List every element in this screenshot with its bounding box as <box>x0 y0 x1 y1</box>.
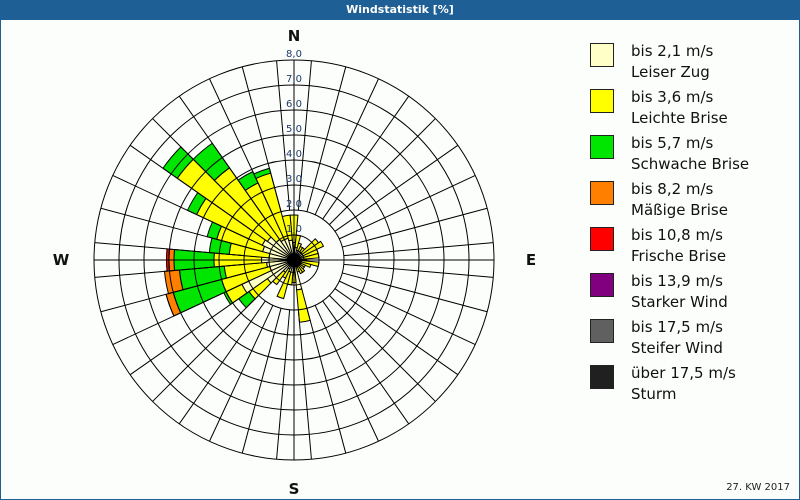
grid-spoke <box>343 242 494 257</box>
window-title: Windstatistik [%] <box>0 0 800 20</box>
radial-tick-label: 2,0 <box>286 199 302 210</box>
legend-item: bis 8,2 m/s Mäßige Brise <box>590 179 790 225</box>
grid-spoke <box>342 272 488 313</box>
grid-spoke <box>129 144 254 232</box>
legend-label: bis 5,7 m/s Schwache Brise <box>631 134 750 173</box>
legend-swatch <box>590 135 614 159</box>
center-hub <box>287 253 301 267</box>
grid-spoke <box>342 207 488 248</box>
legend-swatch <box>590 273 614 297</box>
legend-swatch <box>590 43 614 67</box>
grid-spoke <box>343 263 494 278</box>
grid-spoke <box>178 95 266 220</box>
radial-tick-label: 7,0 <box>286 74 302 85</box>
grid-spoke <box>322 300 410 425</box>
grid-spoke <box>241 66 282 212</box>
legend-item: bis 10,8 m/s Frische Brise <box>590 225 790 271</box>
wind-sector-bar <box>301 240 325 257</box>
radial-tick-label: 6,0 <box>286 99 302 110</box>
legend-swatch <box>590 181 614 205</box>
wind-sector-bar <box>281 214 293 242</box>
radial-tick-label: 1,0 <box>286 224 302 235</box>
radial-tick-label: 8,0 <box>286 49 302 60</box>
compass-south: S <box>289 480 300 498</box>
wind-sector-bar <box>300 261 312 269</box>
grid-spoke <box>241 308 282 454</box>
grid-spoke <box>112 280 249 345</box>
grid-spoke <box>129 288 254 376</box>
legend: bis 2,1 m/s Leiser Zug bis 3,6 m/s Leichte … <box>590 41 790 409</box>
grid-spoke <box>322 95 410 220</box>
grid-spoke <box>306 66 347 212</box>
grid-spoke <box>339 175 476 240</box>
grid-spoke <box>100 272 246 313</box>
legend-label: bis 3,6 m/s Leichte Brise <box>631 88 728 127</box>
legend-label: bis 8,2 m/s Mäßige Brise <box>631 180 728 219</box>
radial-tick-label: 4,0 <box>286 149 302 160</box>
grid-spoke <box>94 263 245 278</box>
legend-item: bis 3,6 m/s Leichte Brise <box>590 87 790 133</box>
grid-spoke <box>112 175 249 240</box>
wind-sector-bar <box>295 242 303 252</box>
legend-swatch <box>590 365 614 389</box>
grid-spoke <box>306 308 347 454</box>
grid-spoke <box>100 207 246 248</box>
wind-rose-chart: 1,0 2,0 3,0 4,0 5,0 6,0 7,0 8,0 N S W E <box>53 27 536 498</box>
grid-spoke <box>152 295 259 402</box>
legend-label: über 17,5 m/s Sturm <box>631 364 736 403</box>
grid-spoke <box>209 78 274 215</box>
grid-spoke <box>329 295 436 402</box>
legend-label: bis 13,9 m/s Starker Wind <box>631 272 728 311</box>
grid-spoke <box>314 305 379 442</box>
legend-swatch <box>590 319 614 343</box>
grid-spoke <box>334 144 459 232</box>
legend-item: bis 5,7 m/s Schwache Brise <box>590 133 790 179</box>
legend-label: bis 10,8 m/s Frische Brise <box>631 226 727 265</box>
legend-swatch <box>590 89 614 113</box>
grid-spoke <box>178 300 266 425</box>
grid-spoke <box>276 309 291 460</box>
legend-item: bis 17,5 m/s Steifer Wind <box>590 317 790 363</box>
legend-item: bis 13,9 m/s Starker Wind <box>590 271 790 317</box>
grid-spoke <box>152 118 259 225</box>
radial-tick-label: 3,0 <box>286 174 302 185</box>
legend-item: über 17,5 m/s Sturm <box>590 363 790 409</box>
grid-spoke <box>94 242 245 257</box>
grid-spoke <box>209 305 274 442</box>
legend-item: bis 2,1 m/s Leiser Zug <box>590 41 790 87</box>
grid-spoke <box>334 288 459 376</box>
compass-east: E <box>526 251 536 269</box>
grid-spoke <box>339 280 476 345</box>
grid-spoke <box>297 60 312 211</box>
legend-label: bis 17,5 m/s Steifer Wind <box>631 318 723 357</box>
grid-spoke <box>314 78 379 215</box>
grid-spoke <box>276 60 291 211</box>
legend-swatch <box>590 227 614 251</box>
compass-west: W <box>53 251 70 269</box>
wind-sector-bar <box>296 265 304 275</box>
grid-spoke <box>297 309 312 460</box>
radial-tick-label: 5,0 <box>286 124 302 135</box>
grid-spoke <box>329 118 436 225</box>
wind-sector-bar <box>276 270 292 300</box>
period-label: 27. KW 2017 <box>726 482 790 493</box>
compass-north: N <box>288 27 301 45</box>
legend-label: bis 2,1 m/s Leiser Zug <box>631 42 714 81</box>
